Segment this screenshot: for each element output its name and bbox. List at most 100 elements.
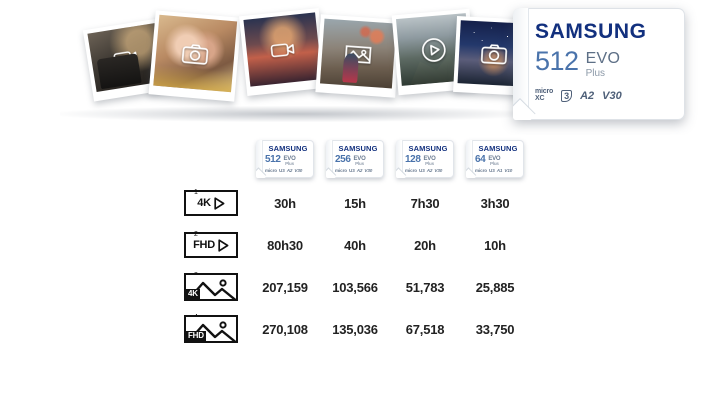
- column-header-256: SAMSUNG 256 EVO Plus micro U3 A2 V30: [320, 140, 390, 182]
- video-class-badge: V30: [364, 168, 373, 173]
- play-triangle-icon: [218, 238, 229, 252]
- column-header-128: SAMSUNG 128 EVO Plus micro U3 A2 V30: [390, 140, 460, 182]
- app-class-badge: A2: [356, 168, 363, 173]
- photo-cliff-hiker: [391, 8, 477, 96]
- row-label-4k-video: 1 4K: [0, 189, 250, 216]
- column-header-512: SAMSUNG 512 EVO Plus micro U3 A2 V30: [250, 140, 320, 182]
- mini-card-capacity: 64: [475, 153, 486, 165]
- mini-card-line-sub: Plus: [490, 160, 499, 166]
- capacity-comparison-table: SAMSUNG 512 EVO Plus micro U3 A2 V30: [0, 140, 720, 350]
- icon-label: FHD: [186, 331, 206, 341]
- mini-card-brand: SAMSUNG: [268, 144, 308, 153]
- video-class-badge: V30: [434, 168, 443, 173]
- mini-card-brand: SAMSUNG: [338, 144, 378, 153]
- hero-card-badges: micro XC 3 A2 V30: [535, 88, 677, 102]
- photo-stack: [0, 0, 540, 135]
- photo-sunset-city: [239, 8, 327, 96]
- hero-microsd-card: SAMSUNG 512 EVO Plus micro XC 3 A2 V30: [513, 8, 685, 120]
- photo-fhd-icon: FHD: [184, 315, 238, 343]
- mini-card-128: SAMSUNG 128 EVO Plus micro U3 A2 V30: [396, 140, 454, 178]
- table-row: 1 4K 30h 15h 7h30 3h30: [0, 182, 720, 224]
- microsdxc-icon: micro: [335, 168, 348, 173]
- cell-fhd-video-128: 20h: [414, 237, 436, 253]
- mini-card-line-sub: Plus: [285, 160, 294, 166]
- mini-card-line-main: EVO: [423, 155, 436, 162]
- mini-card-line-sub: Plus: [425, 160, 434, 166]
- icon-label: 4K: [197, 197, 211, 209]
- photo-balloons: [315, 14, 401, 98]
- speed-class-badge: U3: [349, 168, 355, 173]
- table-row: 4 FHD 270,108 135,036 67,518 33,750: [0, 308, 720, 350]
- microsdxc-icon: micro XC: [535, 88, 554, 102]
- mini-card-line-main: EVO: [283, 155, 296, 162]
- speed-class-badge: 3: [561, 89, 573, 102]
- app-class-badge: A1: [496, 168, 503, 173]
- cell-fhd-photo-256: 135,036: [332, 321, 378, 337]
- mini-card-badges: micro U3 A2 V30: [335, 168, 381, 173]
- photo-starry-night: [453, 16, 535, 96]
- video-class-badge: V30: [294, 168, 303, 173]
- column-header-64: SAMSUNG 64 EVO Plus micro U3 A1 V10: [460, 140, 530, 182]
- cell-4k-video-64: 3h30: [480, 195, 510, 211]
- cell-fhd-photo-512: 270,108: [262, 321, 308, 337]
- microsdxc-icon: micro: [265, 168, 278, 173]
- mini-card-line-main: EVO: [353, 155, 366, 162]
- icon-label: 4K: [186, 289, 200, 299]
- mountain-icon: [187, 279, 236, 299]
- app-class-badge: A2: [286, 168, 293, 173]
- camera-icon: [480, 43, 508, 64]
- gallery-icon: [344, 43, 372, 65]
- mini-card-badges: micro U3 A1 V10: [475, 168, 521, 173]
- mini-card-64: SAMSUNG 64 EVO Plus micro U3 A1 V10: [466, 140, 524, 178]
- table-header-row: SAMSUNG 512 EVO Plus micro U3 A2 V30: [0, 140, 720, 182]
- cell-fhd-photo-64: 33,750: [475, 321, 515, 337]
- mountain-icon: [187, 321, 236, 341]
- hero-banner: SAMSUNG 512 EVO Plus micro XC 3 A2 V30: [0, 0, 720, 135]
- mini-card-capacity: 512: [265, 153, 281, 165]
- microsdxc-icon: micro: [475, 168, 488, 173]
- mini-card-line-main: EVO: [488, 155, 501, 162]
- row-label-fhd-video: 2 FHD: [0, 231, 250, 258]
- cell-fhd-video-64: 10h: [484, 237, 506, 253]
- cell-4k-photo-64: 25,885: [475, 279, 515, 295]
- mini-card-256: SAMSUNG 256 EVO Plus micro U3 A2 V30: [326, 140, 384, 178]
- row-label-fhd-photo: 4 FHD: [0, 314, 250, 343]
- video-class-badge: V10: [504, 168, 513, 173]
- mini-card-badges: micro U3 A2 V30: [265, 168, 311, 173]
- photo-4k-icon: 4K: [184, 273, 238, 301]
- mini-card-capacity: 256: [335, 153, 351, 165]
- app-class-badge: A2: [426, 168, 433, 173]
- mini-card-capacity: 128: [405, 153, 421, 165]
- video-4k-icon: 4K: [184, 190, 238, 216]
- camera-icon: [181, 42, 209, 65]
- footnote-marker: 1: [194, 189, 198, 196]
- icon-label: FHD: [193, 239, 215, 251]
- video-camera-icon: [270, 40, 296, 58]
- microsdxc-icon: micro: [405, 168, 418, 173]
- mini-card-brand: SAMSUNG: [478, 144, 518, 153]
- cell-fhd-video-256: 40h: [344, 237, 366, 253]
- cell-4k-photo-256: 103,566: [332, 279, 378, 295]
- stack-shadow: [60, 106, 530, 122]
- hero-card-capacity: 512: [535, 46, 579, 76]
- mini-card-512: SAMSUNG 512 EVO Plus micro U3 A2 V30: [256, 140, 314, 178]
- cell-4k-photo-512: 207,159: [262, 279, 308, 295]
- speed-class-badge: U3: [489, 168, 495, 173]
- table-row: 3 4K 207,159 103,566 51,783 25,885: [0, 266, 720, 308]
- photo-living-room: [82, 18, 170, 102]
- play-circle-icon: [420, 35, 448, 63]
- mini-card-line-sub: Plus: [355, 160, 364, 166]
- hero-card-line-main: EVO: [585, 50, 621, 67]
- table-row: 2 FHD 80h30 40h 20h 10h: [0, 224, 720, 266]
- photo-couple: [148, 10, 242, 102]
- hero-card-line-sub: Plus: [585, 68, 606, 79]
- video-fhd-icon: FHD: [184, 232, 238, 258]
- cell-4k-video-512: 30h: [274, 195, 296, 211]
- cell-4k-video-256: 15h: [344, 195, 366, 211]
- app-class-badge: A2: [580, 89, 595, 102]
- cell-4k-photo-128: 51,783: [405, 279, 445, 295]
- play-triangle-icon: [214, 196, 225, 210]
- video-class-badge: V30: [602, 89, 622, 102]
- cell-4k-video-128: 7h30: [410, 195, 440, 211]
- cell-fhd-photo-128: 67,518: [405, 321, 445, 337]
